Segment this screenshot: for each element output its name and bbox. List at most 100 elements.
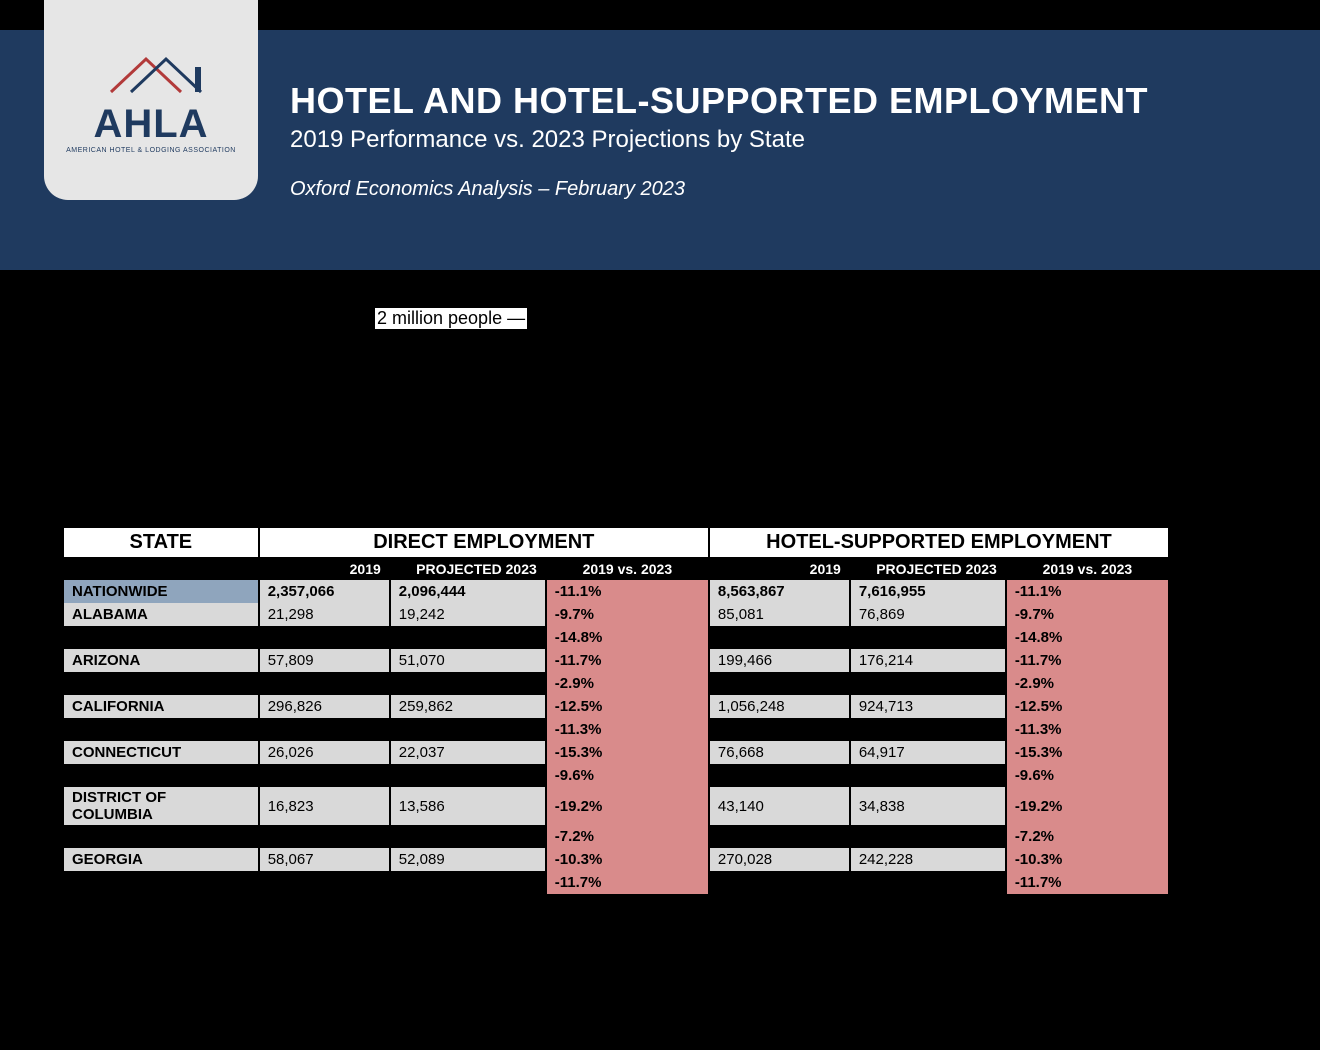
cell-dvs: -15.3% [547, 741, 708, 764]
cell-s2019: 199,466 [710, 649, 849, 672]
cell-s2019: 43,140 [710, 787, 849, 825]
cell-sproj: 7,616,955 [851, 580, 1005, 603]
cell-s2019: 1,056,248 [710, 695, 849, 718]
page-title: HOTEL AND HOTEL-SUPPORTED EMPLOYMENT [290, 80, 1148, 122]
cell-d2019 [260, 871, 389, 894]
cell-dvs: -9.6% [547, 764, 708, 787]
cell-sproj: 64,917 [851, 741, 1005, 764]
cell-dvs: -9.7% [547, 603, 708, 626]
cell-d2019 [260, 672, 389, 695]
header-band: AHLA AMERICAN HOTEL & LODGING ASSOCIATIO… [0, 30, 1320, 270]
cell-sproj: 242,228 [851, 848, 1005, 871]
table-row: -2.9% -2.9% [64, 672, 1168, 695]
cell-state: CONNECTICUT [64, 741, 258, 764]
cell-sproj [851, 672, 1005, 695]
cell-dvs: -11.7% [547, 871, 708, 894]
logo-subtext: AMERICAN HOTEL & LODGING ASSOCIATION [66, 147, 236, 154]
cell-s2019 [710, 626, 849, 649]
logo-text: AHLA [66, 102, 236, 147]
table-row: NATIONWIDE2,357,0662,096,444-11.1%8,563,… [64, 580, 1168, 603]
cell-s2019 [710, 764, 849, 787]
cell-d2019: 26,026 [260, 741, 389, 764]
logo-tab: AHLA AMERICAN HOTEL & LODGING ASSOCIATIO… [44, 0, 258, 200]
sub-header-2019: 2019 [260, 557, 389, 580]
cell-s2019 [710, 871, 849, 894]
cell-dproj: 22,037 [391, 741, 545, 764]
cell-sproj [851, 718, 1005, 741]
cell-dvs: -11.3% [547, 718, 708, 741]
sub-header-vs-s: 2019 vs. 2023 [1007, 557, 1168, 580]
sub-header-blank [64, 557, 258, 580]
cell-state: DISTRICT OF COLUMBIA [64, 787, 258, 825]
sub-header-proj-s: PROJECTED 2023 [851, 557, 1005, 580]
page-subtitle: 2019 Performance vs. 2023 Projections by… [290, 126, 1148, 154]
cell-dproj: 51,070 [391, 649, 545, 672]
cell-s2019 [710, 672, 849, 695]
cell-d2019: 58,067 [260, 848, 389, 871]
cell-dvs: -7.2% [547, 825, 708, 848]
body-fragment: 2 million people — [375, 308, 527, 329]
cell-dproj: 2,096,444 [391, 580, 545, 603]
table-row: GEORGIA58,06752,089-10.3%270,028242,228-… [64, 848, 1168, 871]
table-row: -11.7% -11.7% [64, 871, 1168, 894]
cell-dproj: 19,242 [391, 603, 545, 626]
cell-svs: -11.7% [1007, 871, 1168, 894]
cell-d2019: 16,823 [260, 787, 389, 825]
cell-s2019: 85,081 [710, 603, 849, 626]
cell-svs: -9.6% [1007, 764, 1168, 787]
cell-d2019: 57,809 [260, 649, 389, 672]
col-header-direct: DIRECT EMPLOYMENT [260, 528, 708, 557]
table-row: DISTRICT OF COLUMBIA16,82313,586-19.2%43… [64, 787, 1168, 825]
cell-svs: -15.3% [1007, 741, 1168, 764]
cell-svs: -19.2% [1007, 787, 1168, 825]
cell-dvs: -14.8% [547, 626, 708, 649]
cell-sproj: 34,838 [851, 787, 1005, 825]
table-row: -7.2%-7.2% [64, 825, 1168, 848]
source-line: Oxford Economics Analysis – February 202… [290, 178, 1148, 201]
cell-svs: -9.7% [1007, 603, 1168, 626]
cell-dproj [391, 825, 545, 848]
cell-d2019: 296,826 [260, 695, 389, 718]
cell-sproj [851, 626, 1005, 649]
cell-s2019: 76,668 [710, 741, 849, 764]
cell-d2019: 21,298 [260, 603, 389, 626]
cell-svs: -12.5% [1007, 695, 1168, 718]
table-row: ALABAMA21,29819,242-9.7%85,08176,869-9.7… [64, 603, 1168, 626]
table-row: CONNECTICUT26,02622,037-15.3%76,66864,91… [64, 741, 1168, 764]
table-row: -14.8% -14.8% [64, 626, 1168, 649]
cell-state [64, 764, 258, 787]
cell-d2019 [260, 764, 389, 787]
cell-svs: -14.8% [1007, 626, 1168, 649]
cell-s2019: 8,563,867 [710, 580, 849, 603]
cell-d2019: 2,357,066 [260, 580, 389, 603]
table-row: CALIFORNIA296,826259,862-12.5%1,056,2489… [64, 695, 1168, 718]
cell-dvs: -12.5% [547, 695, 708, 718]
table-row: -11.3%-11.3% [64, 718, 1168, 741]
sub-header-proj: PROJECTED 2023 [391, 557, 545, 580]
cell-sproj [851, 871, 1005, 894]
cell-s2019 [710, 825, 849, 848]
cell-dvs: -2.9% [547, 672, 708, 695]
cell-state: NATIONWIDE [64, 580, 258, 603]
cell-s2019: 270,028 [710, 848, 849, 871]
cell-dproj [391, 626, 545, 649]
cell-sproj [851, 825, 1005, 848]
sub-header-2019-s: 2019 [710, 557, 849, 580]
cell-state [64, 626, 258, 649]
cell-state: ARIZONA [64, 649, 258, 672]
cell-svs: -2.9% [1007, 672, 1168, 695]
cell-state [64, 871, 258, 894]
cell-state: ALABAMA [64, 603, 258, 626]
cell-sproj: 76,869 [851, 603, 1005, 626]
cell-dvs: -11.7% [547, 649, 708, 672]
cell-dproj [391, 764, 545, 787]
cell-sproj: 924,713 [851, 695, 1005, 718]
cell-dproj [391, 718, 545, 741]
cell-dproj: 259,862 [391, 695, 545, 718]
cell-dproj: 52,089 [391, 848, 545, 871]
cell-d2019 [260, 626, 389, 649]
cell-s2019 [710, 718, 849, 741]
table-row: ARIZONA57,80951,070-11.7%199,466176,214-… [64, 649, 1168, 672]
cell-state [64, 672, 258, 695]
cell-dproj [391, 672, 545, 695]
